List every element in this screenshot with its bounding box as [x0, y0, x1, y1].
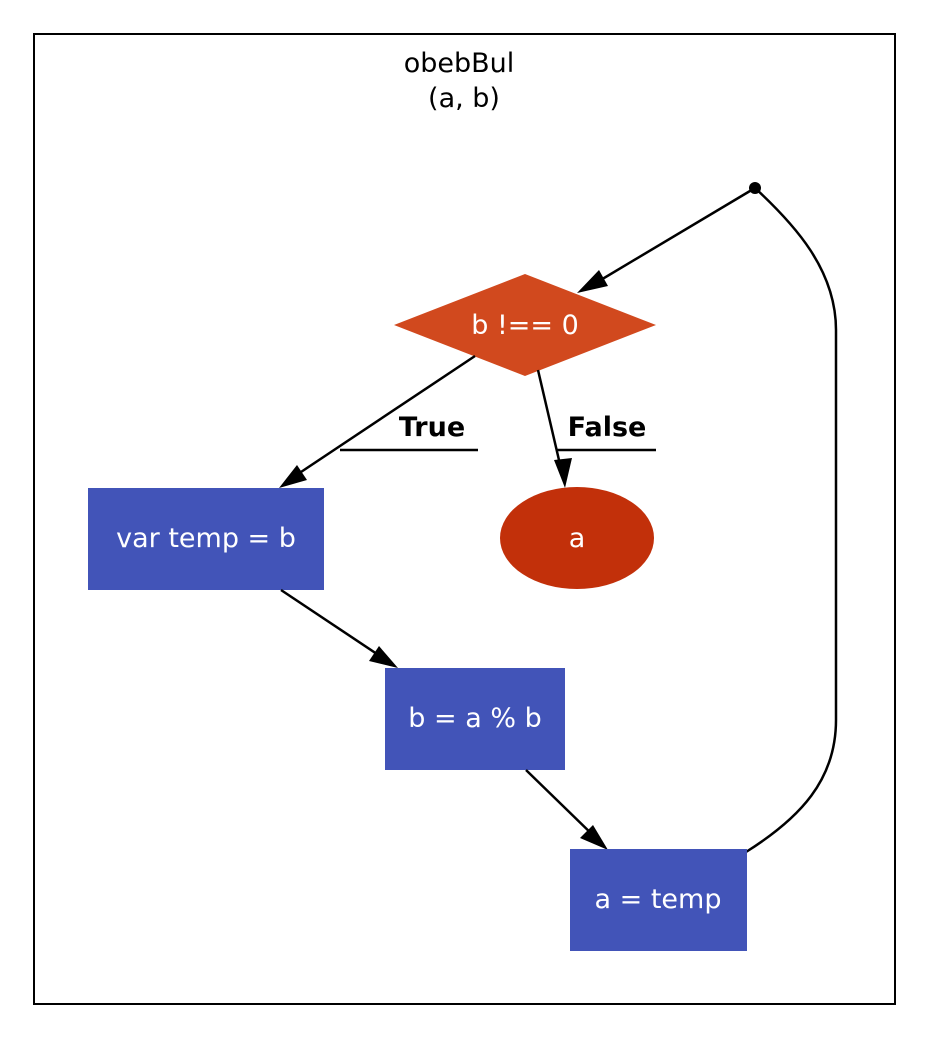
assign-a-label: a = temp	[595, 884, 722, 915]
arrowhead-true	[279, 465, 307, 488]
edge-loop-back	[745, 187, 838, 854]
true-label: True	[399, 412, 465, 443]
return-node	[500, 487, 654, 589]
return-label: a	[569, 523, 586, 554]
condition-node	[394, 274, 656, 376]
edge-true	[291, 354, 476, 480]
edge-modulo-to-assign-a	[525, 769, 599, 841]
function-name: obebBul	[404, 48, 515, 79]
edge-start-to-condition	[588, 186, 756, 289]
arrowhead-condition	[577, 270, 608, 293]
arrowhead-assign-a	[580, 825, 608, 850]
assign-temp-label: var temp = b	[116, 523, 296, 554]
assign-b-label: b = a % b	[408, 703, 541, 734]
arrowhead-false	[554, 458, 572, 488]
function-params: (a, b)	[428, 83, 500, 114]
assign-b-node	[385, 668, 565, 770]
assign-temp-node	[88, 488, 324, 590]
arrowhead-modulo	[369, 646, 398, 668]
assign-a-node	[570, 849, 747, 951]
edge-temp-to-modulo	[280, 588, 387, 662]
condition-label: b !== 0	[471, 310, 579, 341]
false-label: False	[568, 412, 647, 443]
edge-false	[536, 369, 564, 474]
